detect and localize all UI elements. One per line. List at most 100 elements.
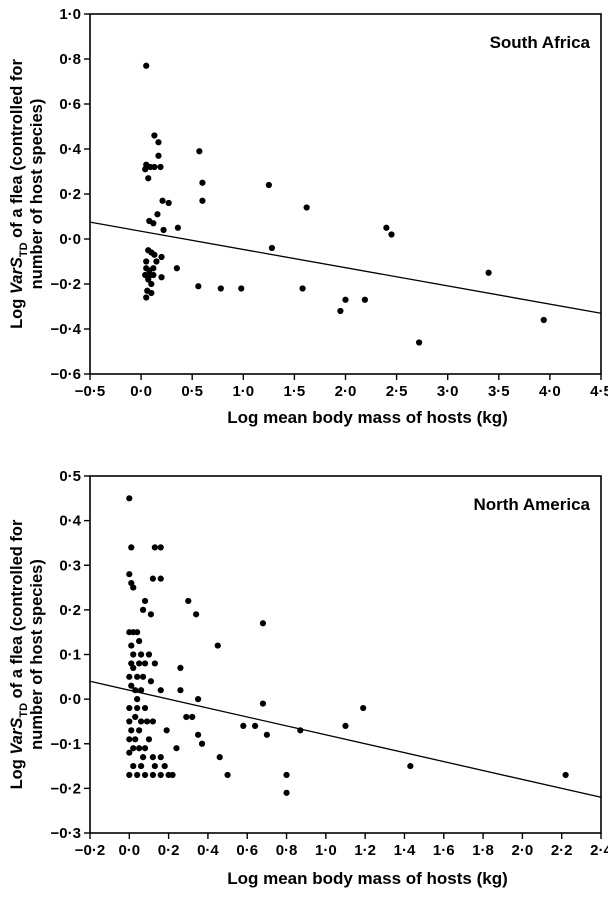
data-point: [157, 163, 164, 171]
data-point: [145, 175, 152, 182]
data-point: [268, 244, 276, 252]
data-point: [126, 704, 133, 712]
data-point: [251, 722, 259, 730]
data-point: [161, 762, 168, 770]
data-point: [132, 687, 139, 694]
data-point: [141, 771, 149, 779]
data-point: [136, 745, 143, 752]
data-point: [485, 269, 492, 276]
data-point: [157, 754, 164, 761]
x-axis-label: Log mean body mass of hosts (kg): [227, 408, 508, 427]
data-point: [189, 713, 196, 721]
data-point: [193, 611, 200, 618]
y-label-vars: VarS: [8, 718, 26, 755]
data-point: [142, 271, 149, 279]
data-point: [128, 642, 135, 649]
y-label-vars: VarS: [8, 257, 26, 294]
data-point: [198, 740, 206, 747]
data-point: [158, 253, 165, 261]
data-point: [540, 316, 547, 324]
data-point: [141, 704, 149, 712]
y-tick-label: 0·0: [59, 231, 81, 248]
data-point: [145, 736, 153, 743]
data-point: [136, 660, 143, 667]
data-point: [342, 296, 349, 303]
data-point: [126, 495, 133, 502]
y-label-log: Log: [8, 755, 26, 790]
data-point: [136, 727, 143, 734]
data-point: [145, 651, 153, 658]
x-tick-label: 0·0: [130, 383, 152, 400]
panel-title: South Africa: [490, 33, 591, 52]
x-tick-label: 1·6: [433, 842, 455, 859]
data-point: [361, 296, 369, 303]
y-tick-label: 0·4: [59, 513, 81, 530]
x-tick-label: 0·2: [158, 842, 180, 859]
data-point: [150, 220, 157, 227]
data-point: [283, 789, 290, 796]
data-point: [126, 749, 133, 756]
data-point: [159, 197, 166, 204]
data-point: [195, 283, 202, 290]
data-point: [155, 152, 162, 159]
data-point: [143, 718, 151, 725]
data-point: [259, 620, 267, 627]
data-point: [143, 258, 150, 265]
data-point: [199, 197, 206, 204]
x-tick-label: 4·0: [539, 383, 561, 400]
data-point: [151, 132, 158, 139]
data-point: [145, 276, 152, 283]
data-point: [194, 696, 202, 703]
y-tick-label: −0·6: [51, 366, 81, 383]
data-point: [157, 771, 164, 779]
data-point: [139, 673, 147, 680]
data-point: [141, 597, 149, 605]
x-tick-label: 2·0: [512, 842, 534, 859]
data-point: [138, 718, 145, 725]
x-tick-label: 0·8: [276, 842, 298, 859]
data-point: [303, 204, 310, 211]
x-tick-label: 2·2: [551, 842, 573, 859]
data-point: [150, 271, 157, 279]
data-point: [155, 139, 162, 146]
data-point: [165, 199, 172, 207]
x-tick-label: 0·5: [181, 383, 203, 400]
data-point: [143, 62, 150, 69]
data-point: [160, 226, 167, 234]
data-point: [263, 731, 270, 738]
data-point: [134, 673, 141, 680]
data-point: [342, 722, 349, 730]
y-tick-label: −0·2: [51, 780, 81, 797]
y-tick-label: 0·5: [59, 468, 81, 485]
data-point: [147, 611, 155, 618]
data-point: [136, 638, 143, 645]
data-point: [158, 274, 165, 281]
data-point: [134, 704, 141, 712]
x-tick-label: 0·4: [197, 842, 219, 859]
data-point: [157, 575, 164, 582]
data-point: [134, 629, 141, 636]
data-point: [149, 754, 156, 761]
data-point: [130, 584, 137, 591]
y-tick-label: 0·1: [59, 647, 81, 664]
x-tick-label: 3·0: [437, 383, 459, 400]
y-label-rest: of a flea (controlled for: [8, 59, 26, 243]
data-point: [177, 687, 184, 694]
data-point: [151, 251, 158, 258]
data-point: [238, 285, 245, 292]
y-tick-label: −0·2: [51, 276, 81, 293]
y-tick-label: 0·4: [59, 141, 81, 158]
data-point: [240, 722, 247, 730]
regression-line: [89, 680, 602, 798]
data-point: [173, 265, 180, 272]
data-point: [151, 762, 158, 770]
y-tick-label: 0·0: [59, 691, 81, 708]
data-point: [163, 727, 170, 734]
y-tick-label: 0·6: [59, 96, 81, 113]
y-axis-label-line-1: Log VarSTD of a flea (controlled for: [8, 519, 30, 789]
data-point: [265, 181, 272, 189]
data-point: [151, 163, 158, 171]
plot-frame: [89, 13, 602, 375]
data-point: [217, 285, 224, 292]
panel-south-africa: −0·5 0·0 0·5 1·0 1·5 2·0 2·5 3·0 3·5 4·0 4·5 −0·6 −0…: [8, 6, 608, 427]
